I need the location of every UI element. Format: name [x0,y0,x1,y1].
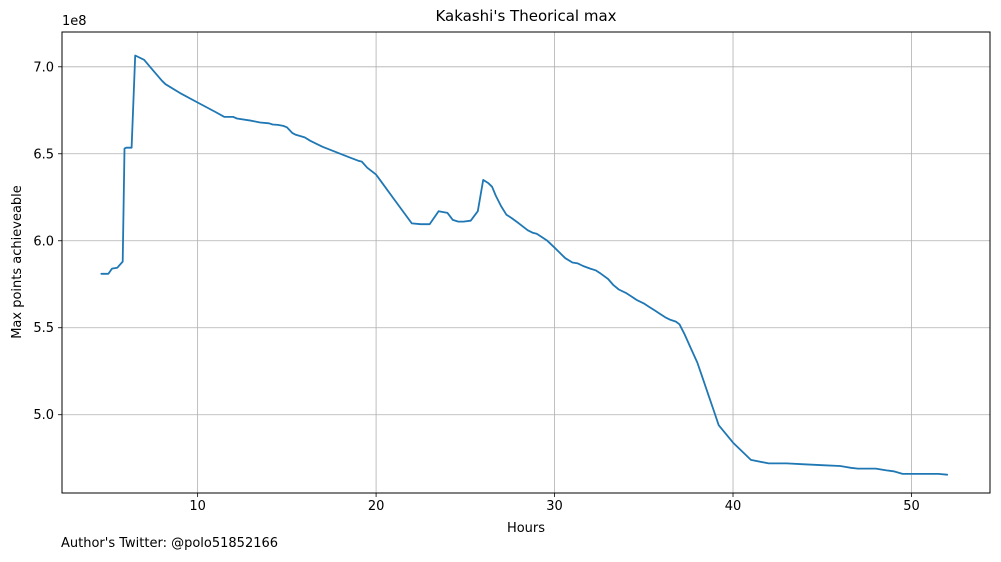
grid-lines [62,32,990,493]
y-tick-label: 6.5 [33,147,54,162]
x-tick-label: 20 [368,499,385,514]
chart-title: Kakashi's Theorical max [435,7,616,25]
series-polyline [100,54,949,476]
y-tick-label: 5.5 [33,321,54,336]
x-tick-label: 50 [903,499,920,514]
author-credit: Author's Twitter: @polo51852166 [61,536,279,551]
y-tick-label: 7.0 [33,60,54,75]
y-axis-label: Max points achieveable [10,185,25,339]
y-scale-offset-label: 1e8 [62,14,87,29]
x-axis-ticks: 10 20 30 40 50 [189,493,920,514]
series-line [100,54,949,476]
y-tick-label: 5.0 [33,408,54,423]
x-tick-label: 30 [546,499,563,514]
x-axis-label: Hours [507,521,545,536]
x-tick-label: 10 [189,499,206,514]
x-tick-label: 40 [725,499,742,514]
plot-frame [61,31,991,494]
y-tick-label: 6.0 [33,234,54,249]
y-axis-ticks: 5.0 5.5 6.0 6.5 7.0 [33,60,62,423]
